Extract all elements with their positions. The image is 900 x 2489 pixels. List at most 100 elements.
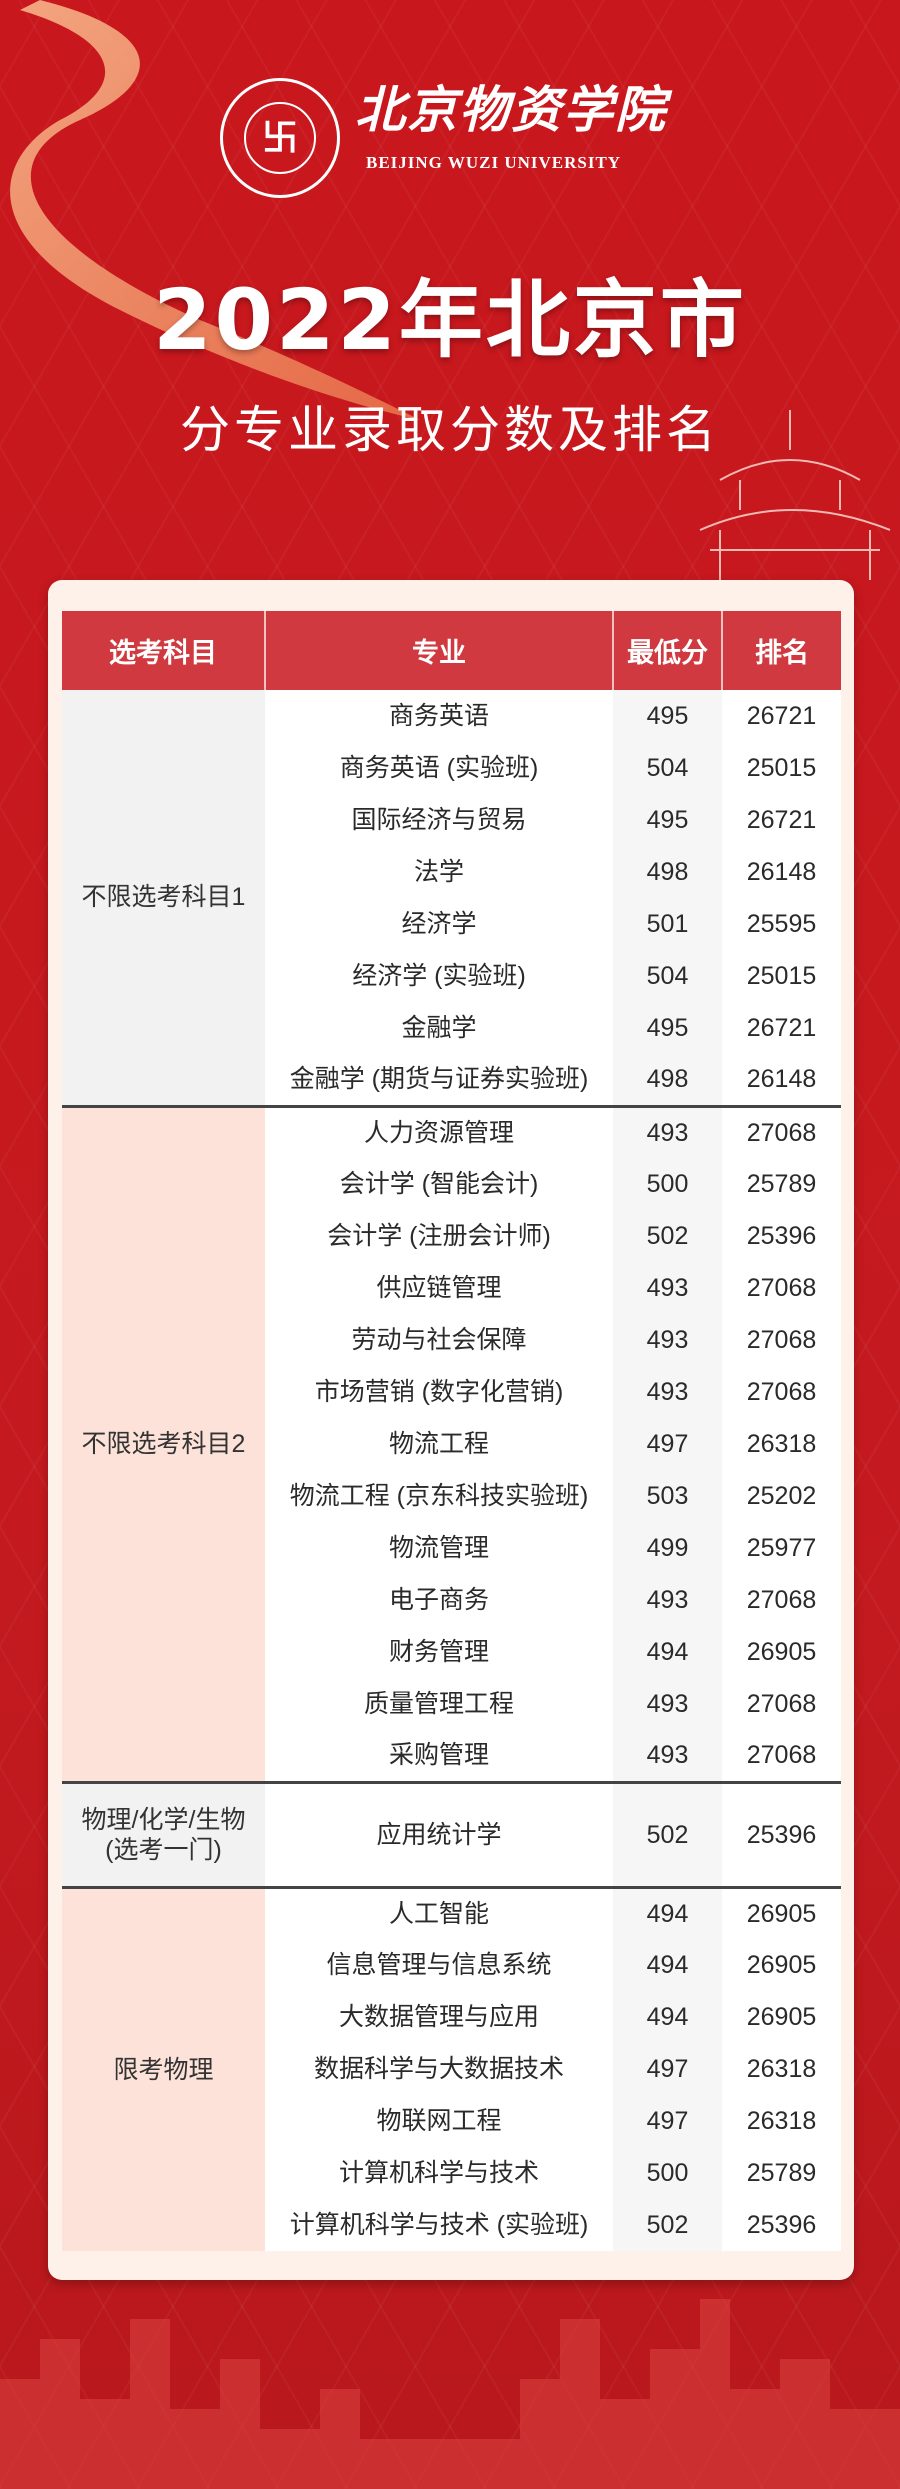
table-row: 电子商务 493 27068 [62, 1574, 841, 1626]
min-score-cell: 502 [613, 2199, 722, 2251]
major-cell: 大数据管理与应用 [265, 1991, 613, 2043]
major-cell: 物流工程 [265, 1418, 613, 1470]
min-score-cell: 493 [613, 1730, 722, 1782]
major-cell: 金融学 [265, 1002, 613, 1054]
university-name-en: BEIJING WUZI UNIVERSITY [366, 153, 622, 172]
min-score-cell: 498 [613, 846, 722, 898]
major-cell: 计算机科学与技术 [265, 2147, 613, 2199]
rank-cell: 26905 [722, 1939, 841, 1991]
major-cell: 经济学 (实验班) [265, 950, 613, 1002]
min-score-cell: 504 [613, 950, 722, 1002]
min-score-cell: 497 [613, 2095, 722, 2147]
rank-cell: 25396 [722, 1210, 841, 1262]
rank-cell: 26318 [722, 2043, 841, 2095]
major-cell: 质量管理工程 [265, 1678, 613, 1730]
major-cell: 劳动与社会保障 [265, 1314, 613, 1366]
major-cell: 会计学 (智能会计) [265, 1158, 613, 1210]
table-body: 不限选考科目1 商务英语 495 26721 商务英语 (实验班) 504 25015 国际经… [62, 690, 841, 2251]
rank-cell: 25977 [722, 1522, 841, 1574]
rank-cell: 27068 [722, 1366, 841, 1418]
table-row: 金融学 495 26721 [62, 1002, 841, 1054]
rank-cell: 26721 [722, 690, 841, 742]
table-row: 物联网工程 497 26318 [62, 2095, 841, 2147]
min-score-cell: 494 [613, 1991, 722, 2043]
min-score-cell: 493 [613, 1574, 722, 1626]
major-cell: 采购管理 [265, 1730, 613, 1782]
table-row: 限考物理 人工智能 494 26905 [62, 1885, 841, 2251]
rank-cell: 27068 [722, 1314, 841, 1366]
rank-cell: 27068 [722, 1104, 841, 1158]
pagoda-illustration [699, 410, 891, 580]
subject-requirement-cell: 不限选考科目2 [62, 1104, 265, 1782]
rank-cell: 26905 [722, 1991, 841, 2043]
major-cell: 应用统计学 [265, 1780, 613, 1887]
min-score-cell: 493 [613, 1314, 722, 1366]
major-cell: 数据科学与大数据技术 [265, 2043, 613, 2095]
table-row: 计算机科学与技术 500 25789 [62, 2147, 841, 2199]
rank-cell: 26318 [722, 1418, 841, 1470]
column-header-subject: 选考科目 [62, 611, 266, 690]
table-row: 物理/化学/生物 (选考一门) 应用统计学 502 25396 [62, 1780, 841, 1887]
column-header-major: 专业 [265, 611, 614, 690]
major-cell: 供应链管理 [265, 1262, 613, 1314]
table-row: 信息管理与信息系统 494 26905 [62, 1939, 841, 1991]
table-row: 物流管理 499 25977 [62, 1522, 841, 1574]
major-cell: 物联网工程 [265, 2095, 613, 2147]
rank-cell: 25202 [722, 1470, 841, 1522]
table-row: 劳动与社会保障 493 27068 [62, 1314, 841, 1366]
rank-cell: 25595 [722, 898, 841, 950]
table-row: 物流工程 (京东科技实验班) 503 25202 [62, 1470, 841, 1522]
min-score-cell: 497 [613, 2043, 722, 2095]
rank-cell: 26905 [722, 1626, 841, 1678]
table-row: 供应链管理 493 27068 [62, 1262, 841, 1314]
major-cell: 电子商务 [265, 1574, 613, 1626]
rank-cell: 25789 [722, 2147, 841, 2199]
rank-cell: 27068 [722, 1730, 841, 1782]
table-header-row: 选考科目 专业 最低分 排名 [62, 611, 841, 690]
table-row: 数据科学与大数据技术 497 26318 [62, 2043, 841, 2095]
min-score-cell: 495 [613, 794, 722, 846]
table-row: 计算机科学与技术 (实验班) 502 25396 [62, 2199, 841, 2251]
min-score-cell: 493 [613, 1262, 722, 1314]
min-score-cell: 493 [613, 1678, 722, 1730]
rank-cell: 26148 [722, 846, 841, 898]
rank-cell: 27068 [722, 1678, 841, 1730]
min-score-cell: 495 [613, 1002, 722, 1054]
rank-cell: 26318 [722, 2095, 841, 2147]
table-row: 财务管理 494 26905 [62, 1626, 841, 1678]
table-row: 会计学 (智能会计) 500 25789 [62, 1158, 841, 1210]
decorative-ribbon [10, 0, 420, 420]
major-cell: 市场营销 (数字化营销) [265, 1366, 613, 1418]
major-cell: 信息管理与信息系统 [265, 1939, 613, 1991]
min-score-cell: 495 [613, 690, 722, 742]
min-score-cell: 494 [613, 1626, 722, 1678]
table-row: 市场营销 (数字化营销) 493 27068 [62, 1366, 841, 1418]
subject-requirement-cell: 限考物理 [62, 1885, 265, 2251]
major-cell: 国际经济与贸易 [265, 794, 613, 846]
major-cell: 法学 [265, 846, 613, 898]
column-header-min-score: 最低分 [613, 611, 723, 690]
major-cell: 人力资源管理 [265, 1104, 613, 1158]
page-title: 2022年北京市 [153, 271, 747, 369]
major-cell: 会计学 (注册会计师) [265, 1210, 613, 1262]
table-row: 金融学 (期货与证券实验班) 498 26148 [62, 1054, 841, 1106]
rank-cell: 27068 [722, 1574, 841, 1626]
rank-cell: 26905 [722, 1885, 841, 1939]
rank-cell: 25396 [722, 1780, 841, 1887]
min-score-cell: 497 [613, 1418, 722, 1470]
major-cell: 商务英语 [265, 690, 613, 742]
min-score-cell: 493 [613, 1366, 722, 1418]
table-row: 会计学 (注册会计师) 502 25396 [62, 1210, 841, 1262]
table-row: 商务英语 (实验班) 504 25015 [62, 742, 841, 794]
table-row: 经济学 (实验班) 504 25015 [62, 950, 841, 1002]
major-cell: 物流管理 [265, 1522, 613, 1574]
rank-cell: 25789 [722, 1158, 841, 1210]
min-score-cell: 499 [613, 1522, 722, 1574]
table-row: 物流工程 497 26318 [62, 1418, 841, 1470]
min-score-cell: 500 [613, 2147, 722, 2199]
min-score-cell: 493 [613, 1104, 722, 1158]
city-skyline-illustration [0, 2299, 900, 2489]
min-score-cell: 503 [613, 1470, 722, 1522]
table-row: 大数据管理与应用 494 26905 [62, 1991, 841, 2043]
university-name-cn: 北京物资学院 [355, 80, 667, 139]
